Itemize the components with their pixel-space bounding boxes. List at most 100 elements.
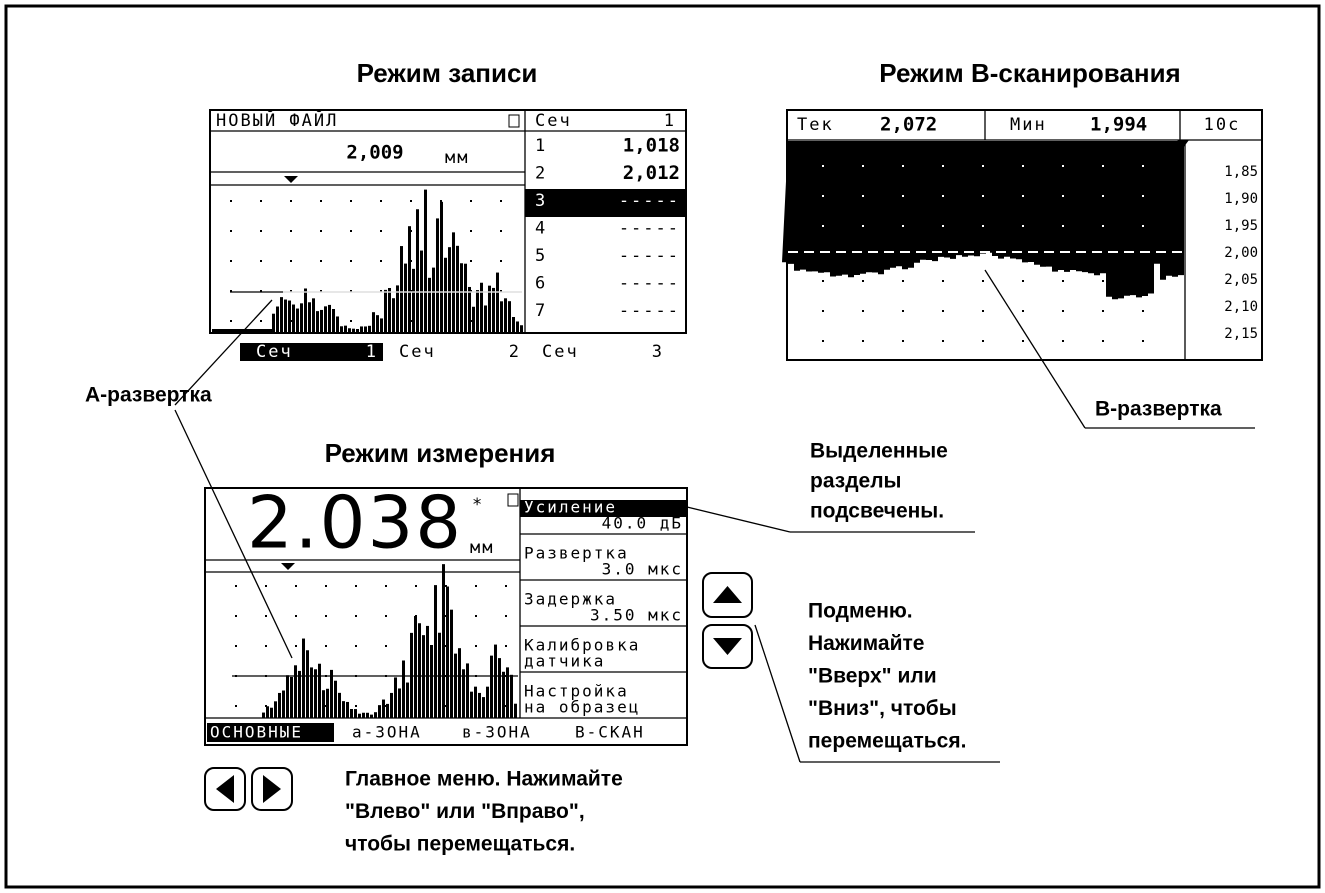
waveform-bar bbox=[312, 298, 315, 333]
waveform-bar bbox=[350, 709, 353, 718]
waveform-bar bbox=[436, 218, 439, 333]
tab-label: Сеч bbox=[256, 342, 293, 362]
waveform-bar bbox=[318, 664, 321, 718]
grid-dot bbox=[325, 645, 327, 647]
grid-dot bbox=[505, 645, 507, 647]
grid-dot bbox=[290, 200, 292, 202]
waveform-bar bbox=[414, 616, 417, 718]
waveform-bar bbox=[392, 298, 395, 333]
grid-dot bbox=[942, 340, 944, 342]
row-value: 2,012 bbox=[623, 162, 680, 184]
file-label: НОВЫЙ ФАЙЛ bbox=[216, 109, 338, 131]
waveform-bar bbox=[286, 675, 289, 718]
waveform-bar bbox=[290, 677, 293, 718]
current-value: 2,072 bbox=[880, 114, 937, 136]
note: перемещаться. bbox=[808, 730, 966, 753]
time: 10с bbox=[1204, 115, 1241, 135]
waveform-bar bbox=[292, 305, 295, 333]
waveform-bar bbox=[418, 623, 421, 718]
waveform-bar bbox=[344, 326, 347, 333]
waveform-bar bbox=[482, 697, 485, 718]
waveform-bar bbox=[404, 264, 407, 333]
waveform-bar bbox=[490, 656, 493, 718]
grid-dot bbox=[470, 260, 472, 262]
tab-number: 3 bbox=[652, 342, 664, 362]
grid-dot bbox=[1142, 195, 1144, 197]
waveform-bar bbox=[412, 269, 415, 333]
grid-dot bbox=[290, 260, 292, 262]
grid-dot bbox=[1062, 195, 1064, 197]
waveform-bar bbox=[360, 326, 363, 333]
waveform-bar bbox=[282, 691, 285, 718]
grid-dot bbox=[235, 705, 237, 707]
waveform-bar bbox=[364, 326, 367, 333]
waveform-bar bbox=[298, 671, 301, 718]
grid-dot bbox=[475, 645, 477, 647]
note: подсвечены. bbox=[810, 500, 944, 523]
row-value: ----- bbox=[619, 274, 680, 294]
grid-dot bbox=[982, 225, 984, 227]
waveform-bar bbox=[342, 701, 345, 718]
waveform-bar bbox=[424, 190, 427, 333]
grid-dot bbox=[355, 615, 357, 617]
waveform-bar bbox=[512, 317, 515, 333]
grid-dot bbox=[385, 585, 387, 587]
grid-dot bbox=[1022, 195, 1024, 197]
waveform-bar bbox=[486, 687, 489, 718]
waveform-bar bbox=[426, 626, 429, 718]
reading: 2.038 bbox=[247, 481, 463, 565]
grid-dot bbox=[320, 200, 322, 202]
row-number: 2 bbox=[535, 164, 547, 184]
note: Главное меню. Нажимайте bbox=[345, 768, 623, 791]
waveform-bar bbox=[356, 329, 359, 333]
waveform-bar bbox=[334, 681, 337, 718]
grid-dot bbox=[1102, 195, 1104, 197]
grid-dot bbox=[380, 230, 382, 232]
menu-value: датчика bbox=[524, 652, 605, 671]
waveform-bar bbox=[448, 247, 451, 333]
grid-dot bbox=[982, 340, 984, 342]
grid-dot bbox=[982, 280, 984, 282]
waveform-bar bbox=[456, 246, 459, 333]
grid-dot bbox=[475, 585, 477, 587]
grid-dot bbox=[290, 230, 292, 232]
note: Выделенные bbox=[810, 440, 948, 463]
grid-dot bbox=[862, 340, 864, 342]
waveform-bar bbox=[266, 706, 269, 718]
waveform-bar bbox=[274, 701, 277, 718]
grid-dot bbox=[1142, 165, 1144, 167]
waveform-bar bbox=[488, 286, 491, 333]
grid-dot bbox=[862, 195, 864, 197]
scale-label: 1,95 bbox=[1224, 218, 1258, 234]
star: * bbox=[472, 495, 484, 515]
waveform-bar bbox=[510, 675, 513, 718]
grid-dot bbox=[862, 225, 864, 227]
waveform-bar bbox=[460, 263, 463, 333]
waveform-bar bbox=[492, 288, 495, 333]
grid-dot bbox=[320, 260, 322, 262]
grid-dot bbox=[822, 310, 824, 312]
waveform-bar bbox=[370, 715, 373, 718]
scale-label: 1,90 bbox=[1224, 191, 1258, 207]
waveform-bar bbox=[386, 704, 389, 718]
grid-dot bbox=[265, 585, 267, 587]
waveform-bar bbox=[374, 712, 377, 718]
grid-dot bbox=[350, 320, 352, 322]
grid-dot bbox=[475, 615, 477, 617]
grid-dot bbox=[265, 615, 267, 617]
waveform-bar bbox=[366, 713, 369, 718]
grid-dot bbox=[230, 320, 232, 322]
grid-dot bbox=[1102, 340, 1104, 342]
grid-dot bbox=[380, 260, 382, 262]
row-number: 7 bbox=[535, 301, 547, 321]
note: чтобы перемещаться. bbox=[345, 833, 575, 856]
unit: мм bbox=[470, 538, 494, 558]
tab-label: в-ЗОНА bbox=[462, 723, 532, 742]
row-value: ----- bbox=[619, 191, 680, 211]
bscan-fill bbox=[782, 141, 1184, 299]
waveform-bar bbox=[516, 321, 519, 333]
grid-dot bbox=[380, 200, 382, 202]
grid-dot bbox=[440, 200, 442, 202]
row-value: 1,018 bbox=[623, 135, 680, 157]
note: "Влево" или "Вправо", bbox=[345, 800, 585, 823]
